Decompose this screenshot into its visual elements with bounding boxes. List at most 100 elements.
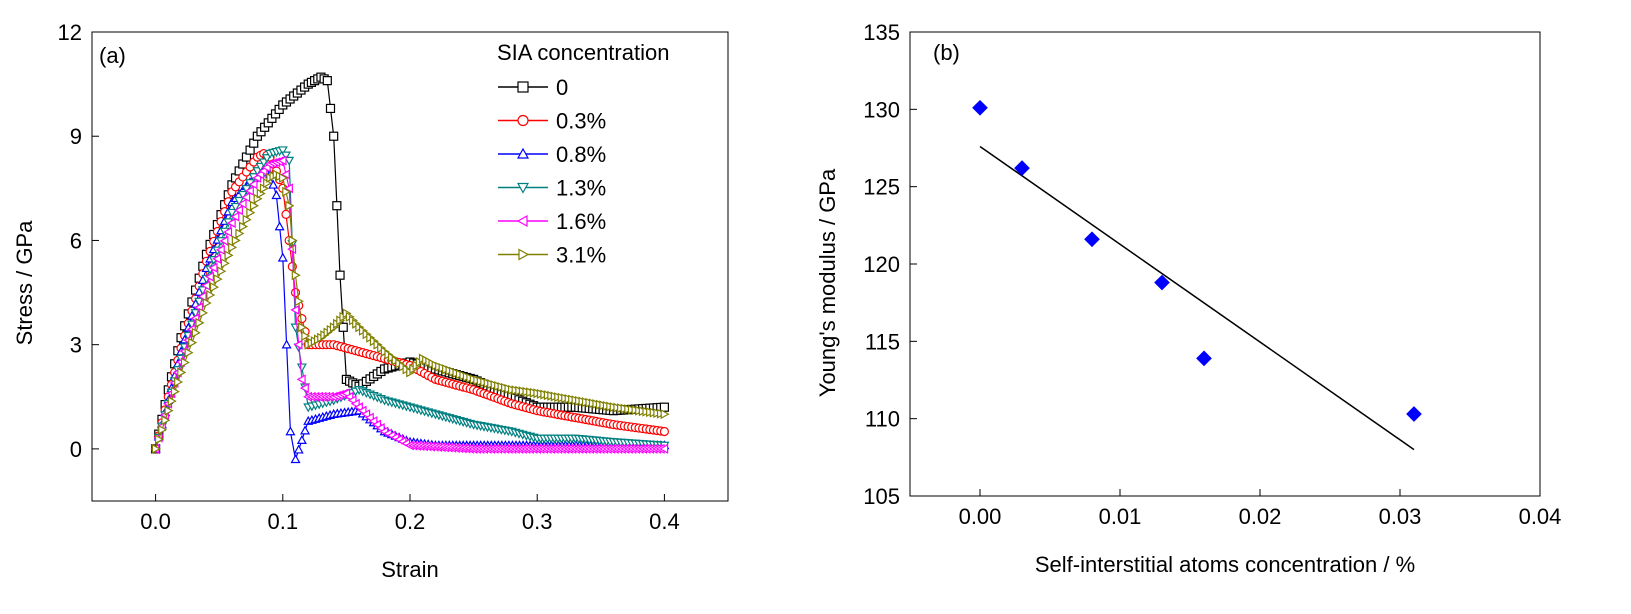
y-tick-label: 12 <box>58 20 82 45</box>
series-point <box>659 426 670 437</box>
x-tick-label: 0.3 <box>522 509 553 534</box>
series-point <box>199 307 209 318</box>
series-point <box>161 415 171 426</box>
legend-marker <box>518 248 530 261</box>
series-point <box>285 426 296 436</box>
youngs-modulus-panel-label: (b) <box>933 40 960 65</box>
series-point <box>215 244 225 255</box>
youngs-modulus-plot-frame <box>909 31 1541 497</box>
series-point <box>322 76 332 86</box>
series-point <box>213 274 223 285</box>
legend-label: 1.3% <box>556 176 606 201</box>
series-point <box>226 208 237 218</box>
series-point <box>277 146 288 156</box>
series-point <box>184 347 194 358</box>
series-point <box>329 131 339 141</box>
series-point <box>282 186 292 197</box>
series-point <box>180 357 190 368</box>
series-point <box>206 290 216 301</box>
y-tick-label: 115 <box>865 329 900 354</box>
legend-items: 0 0.3% 0.8% 1.3% 1.6% 3.1% <box>498 75 606 268</box>
data-point <box>1014 160 1030 176</box>
y-tick-label: 130 <box>863 97 900 122</box>
series-point <box>242 214 252 225</box>
x-tick-label: 0.00 <box>959 504 1002 529</box>
series-point <box>167 396 177 407</box>
series-point <box>285 200 295 211</box>
series-point <box>164 405 174 416</box>
youngs-modulus-y-ticks: 105 110 115 120 125 130 135 <box>863 20 917 509</box>
series-point <box>274 221 285 231</box>
series-point <box>280 151 291 161</box>
series-point <box>291 270 301 281</box>
series-point <box>301 330 311 342</box>
series-point <box>204 271 214 282</box>
series-point <box>284 156 295 166</box>
series-point <box>202 297 212 308</box>
series-point <box>271 190 282 200</box>
series-point <box>201 280 211 291</box>
series-point <box>239 221 249 232</box>
x-tick-label: 0.04 <box>1519 504 1562 529</box>
data-point <box>1154 274 1170 291</box>
series-point <box>191 327 201 338</box>
stress-strain-chart: 0.0 0.1 0.2 0.3 0.4 0 3 6 9 12 (a) Strain Stress… <box>12 20 729 582</box>
stress-strain-panel-label: (a) <box>99 43 126 68</box>
series-point <box>288 235 298 246</box>
legend-label: 3.1% <box>556 243 606 268</box>
series-point <box>212 253 222 264</box>
stress-strain-series-layer <box>150 72 670 464</box>
series-point <box>281 209 291 219</box>
series-point <box>280 169 290 180</box>
series-point <box>158 424 168 435</box>
stress-strain-legend: SIA concentration 0 0.3% 0.8% 1.3% 1.6% 3.1% <box>497 40 669 268</box>
series-point <box>231 235 241 246</box>
series-point <box>244 185 254 196</box>
series-point <box>188 337 198 348</box>
series-point <box>249 200 259 211</box>
series-point <box>226 218 236 229</box>
y-tick-label: 9 <box>70 124 82 149</box>
legend-title: SIA concentration <box>497 40 669 65</box>
series-point <box>659 443 669 454</box>
y-tick-label: 0 <box>70 437 82 462</box>
series-point <box>217 266 227 277</box>
stress-strain-x-ticks: 0.0 0.1 0.2 0.3 0.4 <box>140 494 680 534</box>
series-point <box>154 434 165 445</box>
series-point <box>659 402 670 412</box>
series-point <box>281 339 292 349</box>
series-point <box>297 314 307 324</box>
series-point <box>300 425 311 435</box>
youngs-modulus-y-axis-label: Young's modulus / GPa <box>815 168 840 397</box>
youngs-modulus-x-axis-label: Self-interstitial atoms concentration / … <box>1035 552 1415 577</box>
y-tick-label: 3 <box>70 333 82 358</box>
youngs-modulus-data-layer <box>972 99 1422 451</box>
legend-label: 0 <box>556 75 568 100</box>
stress-strain-x-axis-label: Strain <box>381 557 438 582</box>
series-point <box>223 226 233 238</box>
series-point <box>230 202 241 212</box>
x-tick-label: 0.02 <box>1239 504 1282 529</box>
legend-marker <box>516 214 528 228</box>
series-point <box>234 196 245 206</box>
series-point <box>332 201 342 211</box>
stress-strain-y-ticks: 0 3 6 9 12 <box>58 20 99 462</box>
series-point <box>290 304 300 315</box>
series-point <box>195 317 205 328</box>
series-point <box>224 250 234 261</box>
series-point <box>235 228 245 239</box>
data-point <box>972 99 988 116</box>
legend-label: 1.6% <box>556 209 606 234</box>
legend-label: 0.8% <box>556 142 606 167</box>
legend-marker <box>516 182 530 194</box>
legend-marker <box>516 147 530 159</box>
series-point <box>298 322 308 333</box>
data-point <box>1084 231 1100 248</box>
series-point <box>299 383 309 394</box>
series-point <box>277 252 288 262</box>
data-point <box>1196 350 1212 367</box>
series-point <box>246 207 256 218</box>
series-point <box>294 296 304 307</box>
y-tick-label: 120 <box>863 252 900 277</box>
